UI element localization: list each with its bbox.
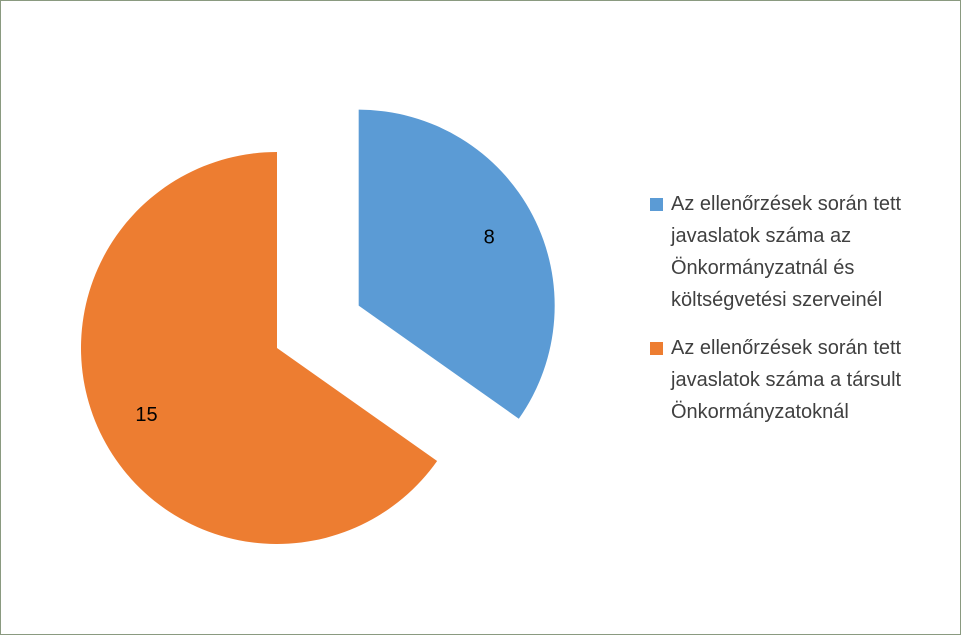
data-label: 8 (484, 226, 495, 248)
pie-slice (80, 152, 438, 544)
legend-swatch (650, 198, 663, 211)
legend-swatch (650, 342, 663, 355)
legend-label: Az ellenőrzések során tett javaslatok sz… (671, 193, 902, 311)
legend-entry: Az ellenőrzések során tett javaslatok sz… (650, 188, 950, 316)
legend-entry: Az ellenőrzések során tett javaslatok sz… (650, 332, 950, 428)
legend: Az ellenőrzések során tett javaslatok sz… (650, 188, 950, 444)
pie-slice (358, 109, 555, 419)
data-label: 15 (135, 404, 157, 426)
legend-label: Az ellenőrzések során tett javaslatok sz… (671, 337, 902, 423)
